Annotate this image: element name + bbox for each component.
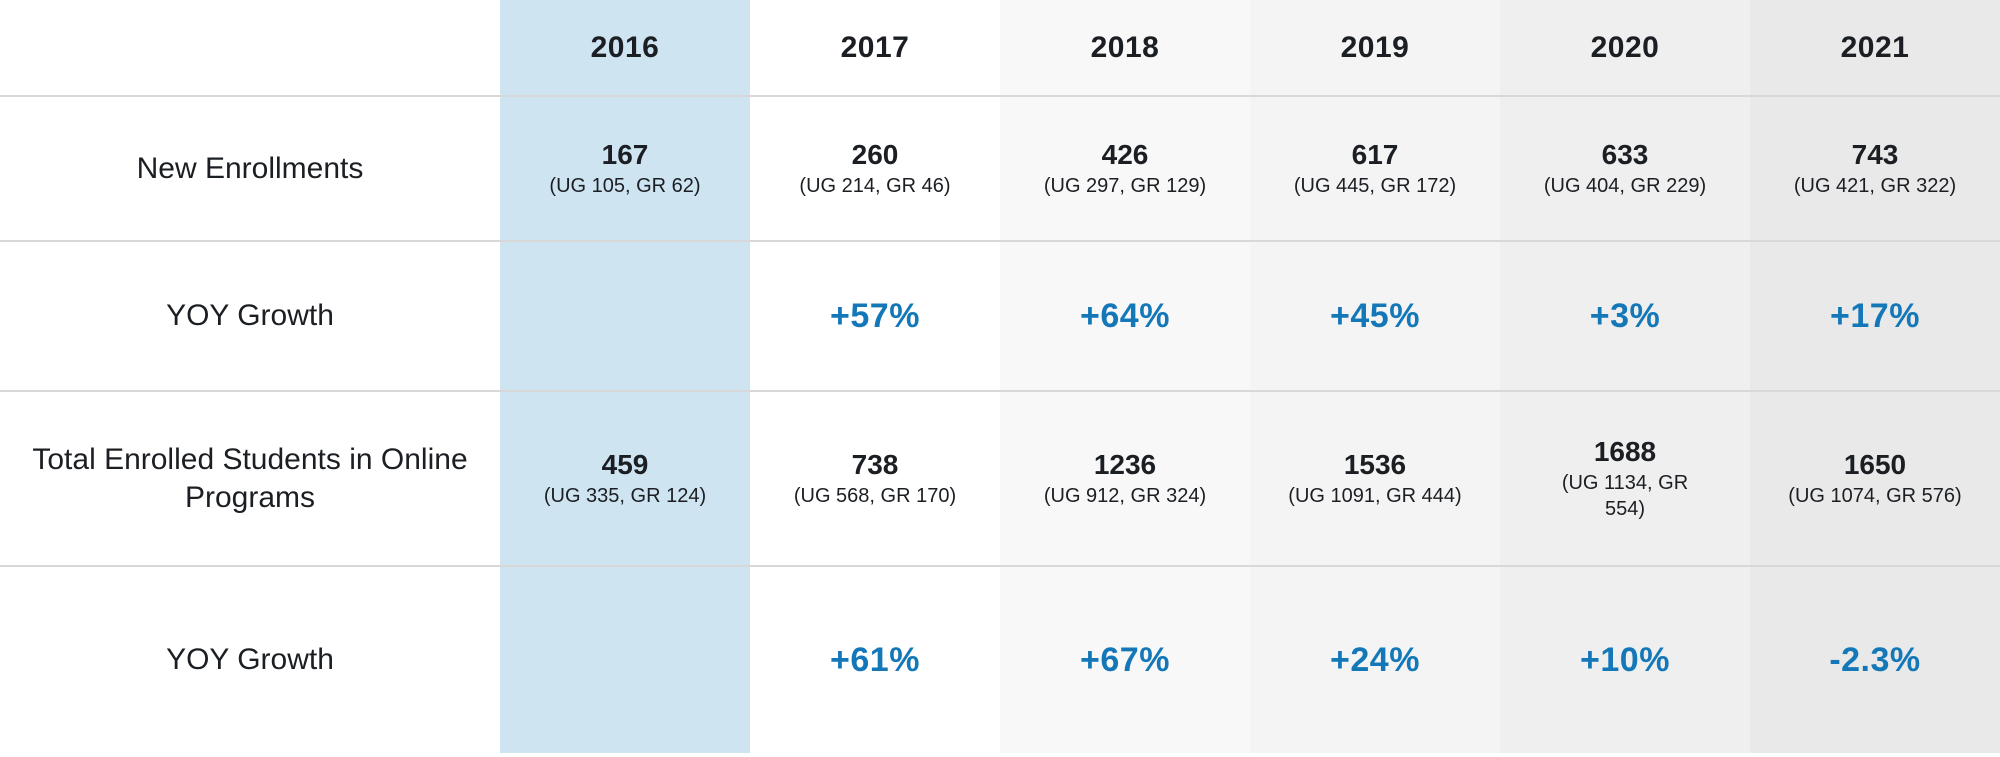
cell-yoy-new-2017: +57% [750, 242, 1000, 390]
cell-new-enrollments-2017: 260 (UG 214, GR 46) [750, 97, 1000, 240]
cell-total-enrolled-2016: 459 (UG 335, GR 124) [500, 392, 750, 565]
growth-value: +10% [1580, 640, 1670, 679]
cell-yoy-new-2021: +17% [1750, 242, 2000, 390]
cell-new-enrollments-2018: 426 (UG 297, GR 129) [1000, 97, 1250, 240]
cell-new-enrollments-2019: 617 (UG 445, GR 172) [1250, 97, 1500, 240]
growth-value: +24% [1330, 640, 1420, 679]
growth-value: +67% [1080, 640, 1170, 679]
cell-yoy-new-2019: +45% [1250, 242, 1500, 390]
ug-gr-breakdown: (UG 421, GR 322) [1793, 175, 1957, 198]
enrollment-count: 633 [1601, 138, 1649, 170]
growth-value: -2.3% [1829, 640, 1921, 679]
cell-yoy-total-2017: +61% [750, 567, 1000, 753]
year-label-2017: 2017 [840, 30, 910, 64]
cell-new-enrollments-2016: 167 (UG 105, GR 62) [500, 97, 750, 240]
year-header-2016: 2016 [500, 0, 750, 95]
cell-yoy-new-2018: +64% [1000, 242, 1250, 390]
cell-new-enrollments-2020: 633 (UG 404, GR 229) [1500, 97, 1750, 240]
cell-total-enrolled-2021: 1650 (UG 1074, GR 576) [1750, 392, 2000, 565]
cell-new-enrollments-2021: 743 (UG 421, GR 322) [1750, 97, 2000, 240]
ug-gr-breakdown: (UG 445, GR 172) [1293, 175, 1457, 198]
year-label-2018: 2018 [1090, 30, 1160, 64]
enrollment-count: 1236 [1093, 448, 1157, 480]
ug-gr-breakdown: (UG 1074, GR 576) [1788, 485, 1962, 508]
growth-value: +17% [1830, 296, 1920, 335]
ug-gr-breakdown: (UG 1134, GR 554) [1561, 472, 1689, 521]
row-label-yoy-growth-total: YOY Growth [166, 643, 334, 677]
year-label-2020: 2020 [1590, 30, 1660, 64]
cell-yoy-new-2020: +3% [1500, 242, 1750, 390]
growth-value: +57% [830, 296, 920, 335]
year-header-2021: 2021 [1750, 0, 2000, 95]
cell-yoy-total-2019: +24% [1250, 567, 1500, 753]
table-header-row: 2016 2017 2018 2019 2020 2021 [0, 0, 2000, 95]
enrollment-count: 617 [1351, 138, 1399, 170]
growth-value: +45% [1330, 296, 1420, 335]
cell-total-enrolled-2019: 1536 (UG 1091, GR 444) [1250, 392, 1500, 565]
header-empty-cell [0, 0, 500, 95]
enrollment-count: 1688 [1593, 435, 1657, 467]
ug-gr-breakdown: (UG 1091, GR 444) [1288, 485, 1462, 508]
row-total-enrolled: Total Enrolled Students in Online Progra… [0, 390, 2000, 565]
row-new-enrollments: New Enrollments 167 (UG 105, GR 62) 260 … [0, 95, 2000, 240]
ug-gr-breakdown: (UG 404, GR 229) [1543, 175, 1707, 198]
growth-value: +64% [1080, 296, 1170, 335]
enrollment-count: 459 [601, 448, 649, 480]
cell-total-enrolled-2017: 738 (UG 568, GR 170) [750, 392, 1000, 565]
year-header-2020: 2020 [1500, 0, 1750, 95]
year-header-2018: 2018 [1000, 0, 1250, 95]
ug-gr-breakdown: (UG 335, GR 124) [543, 485, 707, 508]
growth-value: +3% [1589, 296, 1661, 335]
cell-yoy-total-2016 [500, 567, 750, 753]
year-label-2016: 2016 [590, 30, 660, 64]
row-yoy-growth-total: YOY Growth +61% +67% +24% +10% -2.3% [0, 565, 2000, 753]
cell-yoy-new-2016 [500, 242, 750, 390]
cell-yoy-total-2021: -2.3% [1750, 567, 2000, 753]
ug-gr-breakdown: (UG 105, GR 62) [549, 175, 701, 198]
enrollment-count: 167 [601, 138, 649, 170]
year-label-2019: 2019 [1340, 30, 1410, 64]
year-label-2021: 2021 [1840, 30, 1910, 64]
row-label-yoy-growth-new: YOY Growth [166, 299, 334, 333]
cell-total-enrolled-2020: 1688 (UG 1134, GR 554) [1500, 392, 1750, 565]
growth-value: +61% [830, 640, 920, 679]
row-label-total-enrolled: Total Enrolled Students in Online Progra… [32, 443, 468, 514]
enrollment-count: 260 [851, 138, 899, 170]
cell-total-enrolled-2018: 1236 (UG 912, GR 324) [1000, 392, 1250, 565]
year-header-2019: 2019 [1250, 0, 1500, 95]
ug-gr-breakdown: (UG 912, GR 324) [1043, 485, 1207, 508]
cell-yoy-total-2020: +10% [1500, 567, 1750, 753]
enrollment-count: 1650 [1843, 448, 1907, 480]
enrollment-count: 426 [1101, 138, 1149, 170]
row-yoy-growth-new: YOY Growth +57% +64% +45% +3% +17% [0, 240, 2000, 390]
enrollment-count: 743 [1851, 138, 1899, 170]
enrollment-count: 738 [851, 448, 899, 480]
row-label-new-enrollments: New Enrollments [136, 151, 364, 185]
enrollment-count: 1536 [1343, 448, 1407, 480]
cell-yoy-total-2018: +67% [1000, 567, 1250, 753]
year-header-2017: 2017 [750, 0, 1000, 95]
ug-gr-breakdown: (UG 297, GR 129) [1043, 175, 1207, 198]
ug-gr-breakdown: (UG 568, GR 170) [793, 485, 957, 508]
ug-gr-breakdown: (UG 214, GR 46) [799, 175, 951, 198]
